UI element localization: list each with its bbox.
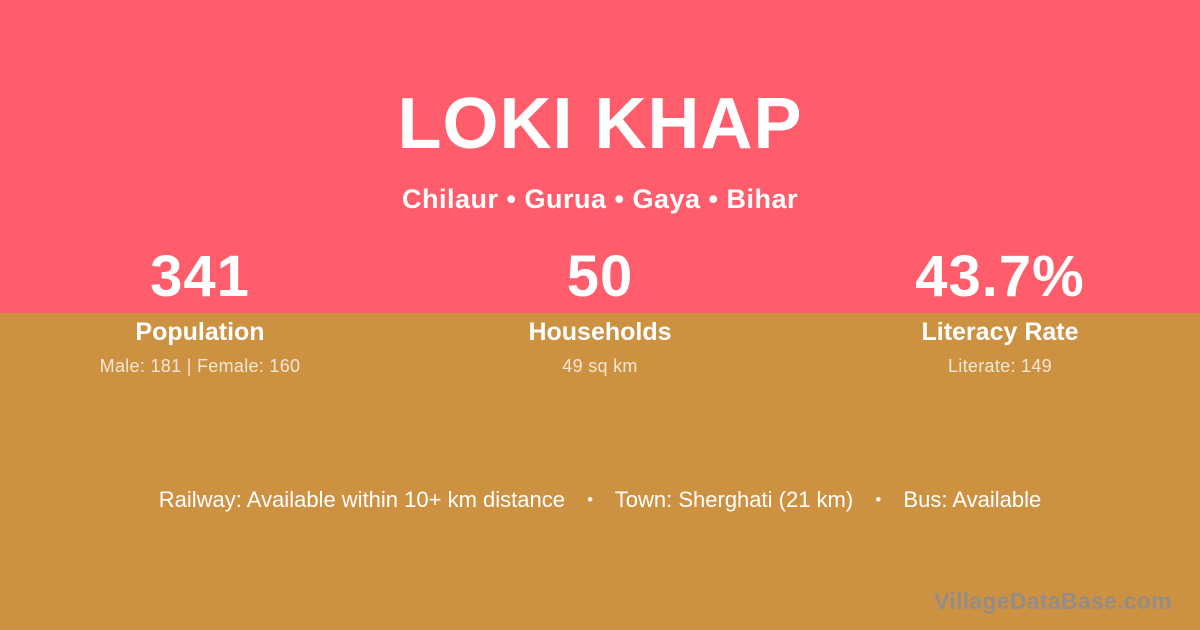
town-info: Town: Sherghati (21 km)	[614, 487, 854, 512]
bullet-separator: •	[875, 490, 882, 509]
header-band	[0, 0, 1200, 313]
village-location-breadcrumb: Chilaur • Gurua • Gaya • Bihar	[402, 184, 798, 214]
literacy-rate-value: 43.7%	[915, 244, 1085, 309]
village-title: LOKI KHAP	[397, 84, 803, 164]
bullet-separator: •	[587, 490, 594, 509]
population-gender-detail: Male: 181 | Female: 160	[99, 356, 301, 376]
stat-population: 341 Population Male: 181 | Female: 160	[0, 247, 400, 377]
area-detail: 49 sq km	[562, 356, 638, 376]
households-value: 50	[566, 244, 634, 309]
railway-info: Railway: Available within 10+ km distanc…	[158, 487, 565, 512]
stats-row: 341 Population Male: 181 | Female: 160 5…	[0, 247, 1200, 377]
population-value: 341	[150, 244, 250, 309]
watermark: VillageDataBase.com	[934, 588, 1172, 614]
population-label: Population	[135, 318, 265, 346]
literate-count-detail: Literate: 149	[948, 356, 1052, 376]
stat-literacy-rate: 43.7% Literacy Rate Literate: 149	[800, 247, 1200, 377]
households-label: Households	[528, 318, 672, 346]
bus-info: Bus: Available	[903, 487, 1042, 512]
literacy-rate-label: Literacy Rate	[921, 318, 1079, 346]
transport-info-line: Railway: Available within 10+ km distanc…	[0, 486, 1200, 514]
stat-households: 50 Households 49 sq km	[400, 247, 800, 377]
